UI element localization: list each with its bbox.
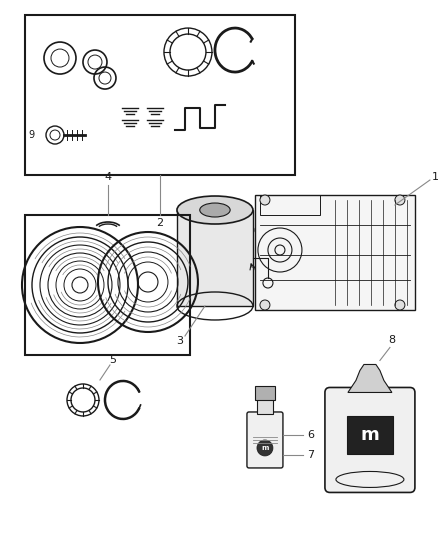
Bar (255, 195, 415, 310)
Bar (25, 215, 190, 355)
Circle shape (395, 195, 405, 205)
FancyBboxPatch shape (325, 387, 415, 492)
Text: 6: 6 (307, 430, 314, 440)
FancyBboxPatch shape (247, 412, 283, 468)
Circle shape (240, 261, 254, 275)
Circle shape (260, 300, 270, 310)
Bar (347, 416, 393, 454)
Circle shape (260, 195, 270, 205)
Ellipse shape (177, 196, 253, 224)
Bar (260, 195, 320, 215)
Text: 5: 5 (110, 355, 117, 365)
Bar (177, 210, 253, 306)
Bar (257, 398, 273, 414)
Text: 4: 4 (104, 172, 112, 182)
Ellipse shape (200, 203, 230, 217)
Circle shape (240, 223, 254, 237)
Text: 8: 8 (389, 335, 396, 345)
Text: m: m (261, 445, 268, 451)
Text: 7: 7 (307, 450, 314, 460)
Text: 1: 1 (431, 172, 438, 182)
Circle shape (395, 300, 405, 310)
Text: m: m (360, 426, 379, 444)
Circle shape (257, 440, 273, 456)
Text: 2: 2 (156, 218, 163, 228)
Bar (25, 15, 295, 175)
Text: 3: 3 (177, 336, 184, 346)
Polygon shape (348, 365, 392, 392)
Text: 9: 9 (29, 130, 35, 140)
Bar (255, 386, 275, 400)
